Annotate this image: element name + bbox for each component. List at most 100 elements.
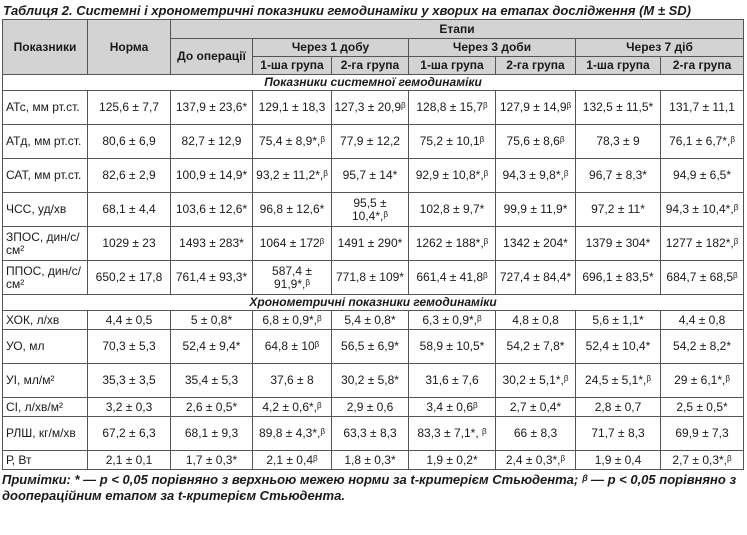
table-cell: 29 ± 6,1*,ᵝ [659, 363, 745, 398]
table-cell: 95,5 ± 10,4*,ᵝ [331, 192, 409, 227]
table-cell: 696,1 ± 83,5* [575, 260, 661, 295]
table-cell: 97,2 ± 11* [575, 192, 661, 227]
table-cell: 771,8 ± 109* [331, 260, 409, 295]
row-label: ЗПОС, дин/с/см² [2, 226, 88, 261]
table-cell: 2,7 ± 0,4* [495, 397, 576, 417]
table-cell: 2,7 ± 0,3*,ᵝ [659, 450, 745, 470]
table-row: АТд, мм рт.ст. 80,6 ± 6,9 82,7 ± 12,9 75,4 … [2, 124, 745, 159]
table-cell: 69,9 ± 7,3 [659, 416, 745, 451]
header-group1: 1-ша група [408, 56, 496, 75]
table-cell: 31,6 ± 7,6 [408, 363, 496, 398]
table-cell: 102,8 ± 9,7* [408, 192, 496, 227]
header-after-3-days: Через 3 доби [408, 38, 576, 57]
table-row: Р, Вт 2,1 ± 0,1 1,7 ± 0,3* 2,1 ± 0,4ᵝ 1,8 ± … [2, 450, 745, 470]
table-cell: 5,6 ± 1,1* [575, 310, 661, 330]
table-cell: 1379 ± 304* [575, 226, 661, 261]
table-cell: 587,4 ± 91,9*,ᵝ [252, 260, 332, 295]
table-cell: 127,3 ± 20,9ᵝ [331, 90, 409, 125]
table-cell: 103,6 ± 12,6* [170, 192, 253, 227]
table-cell: 80,6 ± 6,9 [87, 124, 171, 159]
row-label: СІ, л/хв/м² [2, 397, 88, 417]
table-row: ХОК, л/хв 4,4 ± 0,5 5 ± 0,8* 6,8 ± 0,9*,ᵝ 5,… [2, 310, 745, 330]
table-cell: 58,9 ± 10,5* [408, 329, 496, 364]
table-cell: 1064 ± 172ᵝ [252, 226, 332, 261]
header-indicator: Показники [2, 19, 88, 75]
table-cell: 650,2 ± 17,8 [87, 260, 171, 295]
table-cell: 24,5 ± 5,1*,ᵝ [575, 363, 661, 398]
row-label: ХОК, л/хв [2, 310, 88, 330]
table-cell: 1262 ± 188*,ᵝ [408, 226, 496, 261]
table-cell: 2,9 ± 0,6 [331, 397, 409, 417]
table-cell: 2,5 ± 0,5* [659, 397, 745, 417]
table-cell: 4,4 ± 0,8 [659, 310, 745, 330]
row-label: УО, мл [2, 329, 88, 364]
table-cell: 30,2 ± 5,8* [331, 363, 409, 398]
table-row: ЧСС, уд/хв 68,1 ± 4,4 103,6 ± 12,6* 96,8 ± … [2, 192, 745, 227]
header-group2: 2-га група [495, 56, 576, 75]
table-cell: 83,3 ± 7,1*, ᵝ [408, 416, 496, 451]
table-cell: 661,4 ± 41,8ᵝ [408, 260, 496, 295]
table-cell: 727,4 ± 84,4* [495, 260, 576, 295]
row-label: УІ, мл/м² [2, 363, 88, 398]
table-cell: 2,1 ± 0,4ᵝ [252, 450, 332, 470]
row-label: АТс, мм рт.ст. [2, 90, 88, 125]
table-cell: 2,6 ± 0,5* [170, 397, 253, 417]
table-cell: 82,7 ± 12,9 [170, 124, 253, 159]
table-cell: 3,2 ± 0,3 [87, 397, 171, 417]
header-group1: 1-ша група [252, 56, 332, 75]
table-cell: 2,1 ± 0,1 [87, 450, 171, 470]
table-cell: 129,1 ± 18,3 [252, 90, 332, 125]
table-cell: 52,4 ± 9,4* [170, 329, 253, 364]
section-title: Показники системної гемодинаміки [1, 74, 745, 91]
table-cell: 1277 ± 182*,ᵝ [659, 226, 745, 261]
row-label: АТд, мм рт.ст. [2, 124, 88, 159]
table-cell: 96,7 ± 8,3* [575, 158, 661, 193]
header-group1: 1-ша група [575, 56, 661, 75]
section-title: Хронометричні показники гемодинаміки [1, 294, 745, 311]
table-cell: 71,7 ± 8,3 [575, 416, 661, 451]
table-cell: 5 ± 0,8* [170, 310, 253, 330]
table-cell: 37,6 ± 8 [252, 363, 332, 398]
table-cell: 94,3 ± 9,8*,ᵝ [495, 158, 576, 193]
table-cell: 82,6 ± 2,9 [87, 158, 171, 193]
table-cell: 684,7 ± 68,5ᵝ [659, 260, 745, 295]
table-cell: 78,3 ± 9 [575, 124, 661, 159]
row-label: РЛШ, кг/м/хв [2, 416, 88, 451]
hemodynamics-table: Показники Норма Етапи До операції Через … [1, 19, 745, 470]
row-label: ЧСС, уд/хв [2, 192, 88, 227]
table-cell: 75,4 ± 8,9*,ᵝ [252, 124, 332, 159]
table-cell: 56,5 ± 6,9* [331, 329, 409, 364]
table-cell: 6,3 ± 0,9*,ᵝ [408, 310, 496, 330]
table-cell: 137,9 ± 23,6* [170, 90, 253, 125]
table-cell: 99,9 ± 11,9* [495, 192, 576, 227]
table-cell: 125,6 ± 7,7 [87, 90, 171, 125]
table-row: ЗПОС, дин/с/см² 1029 ± 23 1493 ± 283* 1064 … [2, 226, 745, 261]
table-cell: 68,1 ± 4,4 [87, 192, 171, 227]
table-cell: 75,6 ± 8,6ᵝ [495, 124, 576, 159]
table-cell: 95,7 ± 14* [331, 158, 409, 193]
table-cell: 128,8 ± 15,7ᵝ [408, 90, 496, 125]
table-cell: 4,2 ± 0,6*,ᵝ [252, 397, 332, 417]
table-cell: 93,2 ± 11,2*,ᵝ [252, 158, 332, 193]
table-cell: 1,9 ± 0,4 [575, 450, 661, 470]
table-cell: 1,7 ± 0,3* [170, 450, 253, 470]
table-cell: 3,4 ± 0,6ᵝ [408, 397, 496, 417]
row-label: Р, Вт [2, 450, 88, 470]
table-row: УІ, мл/м² 35,3 ± 3,5 35,4 ± 5,3 37,6 ± 8 30,… [2, 363, 745, 398]
table-cell: 35,4 ± 5,3 [170, 363, 253, 398]
table-cell: 1493 ± 283* [170, 226, 253, 261]
header-before-op: До операції [170, 38, 253, 75]
table-cell: 63,3 ± 8,3 [331, 416, 409, 451]
table-row: РЛШ, кг/м/хв 67,2 ± 6,3 68,1 ± 9,3 89,8 ± 4… [2, 416, 745, 451]
table-cell: 54,2 ± 8,2* [659, 329, 745, 364]
section-header: Показники системної гемодинаміки [1, 74, 745, 91]
table-cell: 1491 ± 290* [331, 226, 409, 261]
table-cell: 96,8 ± 12,6* [252, 192, 332, 227]
table-cell: 761,4 ± 93,3* [170, 260, 253, 295]
table-cell: 75,2 ± 10,1ᵝ [408, 124, 496, 159]
table-cell: 127,9 ± 14,9ᵝ [495, 90, 576, 125]
row-label: ППОС, дин/с/см² [2, 260, 88, 295]
table-cell: 4,4 ± 0,5 [87, 310, 171, 330]
header-after-1-day: Через 1 добу [252, 38, 409, 57]
table-note: Примітки: * — p < 0,05 порівняно з верхн… [2, 472, 737, 503]
